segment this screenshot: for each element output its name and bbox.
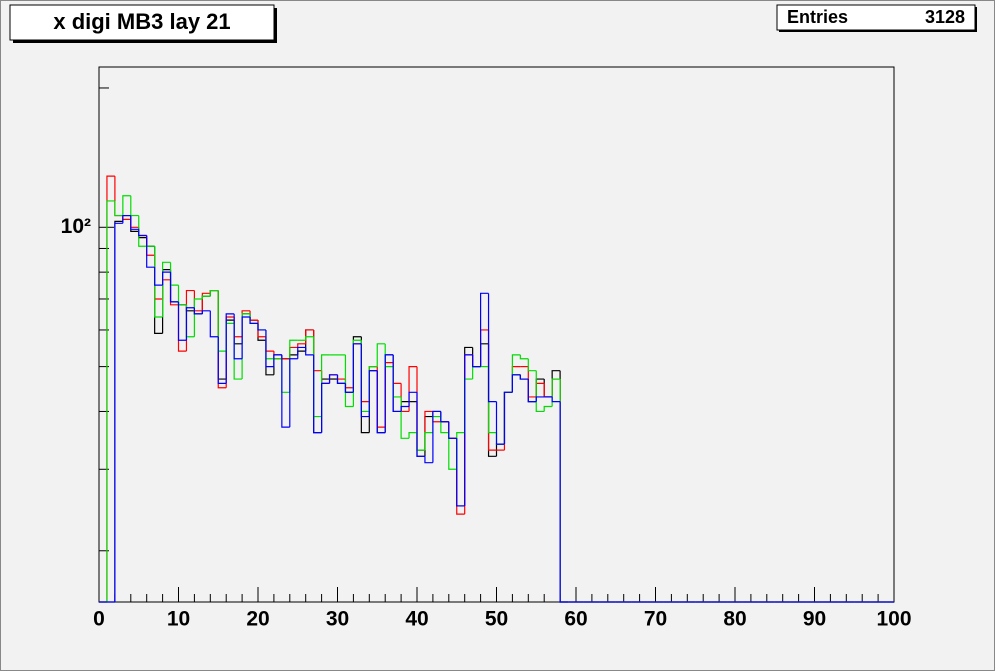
x-tick-label: 0 xyxy=(93,608,105,631)
histogram-bin xyxy=(368,370,378,417)
histogram-bin xyxy=(376,370,386,434)
histogram-bin xyxy=(416,392,425,457)
histogram-bin xyxy=(440,411,449,423)
histogram-bin xyxy=(448,421,457,439)
histogram-bin xyxy=(122,195,131,216)
histogram-bin xyxy=(384,354,394,433)
histogram-bin xyxy=(535,396,545,402)
histogram-bin xyxy=(376,343,386,367)
histogram-bin xyxy=(336,374,346,384)
histogram-bin xyxy=(535,370,545,413)
histogram-bin xyxy=(185,307,195,341)
histogram-bin xyxy=(289,358,298,428)
x-tick-label: 50 xyxy=(485,608,508,631)
histogram-bin xyxy=(249,316,258,324)
histogram-bin xyxy=(106,200,115,602)
stats-box xyxy=(776,4,976,31)
histogram-bin xyxy=(480,292,489,367)
histogram-bin xyxy=(146,235,155,268)
x-tick-label: 10 xyxy=(167,608,190,631)
histogram-bin xyxy=(209,310,219,338)
histogram-bin xyxy=(265,329,274,368)
histogram-bin xyxy=(201,310,211,314)
histogram-bin xyxy=(154,267,163,286)
histogram-bin xyxy=(344,383,354,393)
x-tick-label: 80 xyxy=(723,608,746,631)
histogram-bin xyxy=(321,382,330,433)
histogram-bin xyxy=(281,354,290,428)
x-tick-label: 30 xyxy=(326,608,349,631)
histogram-bin xyxy=(162,271,171,286)
histogram-bin xyxy=(487,293,497,403)
histogram-bin xyxy=(424,432,433,451)
x-tick-label: 20 xyxy=(246,608,269,631)
histogram-bin xyxy=(201,295,211,299)
histogram-bin xyxy=(177,301,187,341)
x-tick-label: 70 xyxy=(644,608,667,631)
stats-label: Entries xyxy=(787,7,848,27)
histogram-bin xyxy=(519,354,529,360)
histogram-bin xyxy=(297,343,306,348)
histogram-bin xyxy=(519,374,529,380)
histogram-bin xyxy=(559,401,569,603)
histogram-bin xyxy=(392,354,402,413)
histogram-bin xyxy=(305,336,314,341)
histogram-bin xyxy=(313,354,322,434)
histogram-bin xyxy=(424,456,433,464)
histogram-bin xyxy=(305,347,314,356)
histogram-bin xyxy=(209,289,219,297)
histogram-bin xyxy=(114,222,123,602)
histogram-bin xyxy=(464,354,473,506)
histogram-bin xyxy=(130,215,139,230)
histogram-bin xyxy=(456,438,465,507)
histogram-bin xyxy=(138,229,147,237)
histogram-bin xyxy=(472,354,481,368)
histogram-bin xyxy=(217,336,227,384)
x-tick-label: 90 xyxy=(803,608,826,631)
histogram-bin xyxy=(122,214,131,224)
histogram-bin xyxy=(543,405,553,412)
histogram-bin xyxy=(297,346,306,359)
x-tick-label: 60 xyxy=(564,608,587,631)
histogram-bin xyxy=(352,343,362,393)
histogram-bin xyxy=(257,323,266,331)
histogram-bin xyxy=(400,405,410,412)
histogram-bin xyxy=(527,358,537,372)
x-tick-label: 100 xyxy=(876,608,911,631)
histogram-bin xyxy=(225,313,235,384)
histogram-bin xyxy=(201,292,211,311)
histogram-bin xyxy=(495,401,505,445)
histogram-bin xyxy=(432,410,441,463)
histogram-bin xyxy=(408,391,417,407)
histogram-bin xyxy=(408,432,417,439)
stats-value: 3128 xyxy=(925,7,965,27)
histogram-bin xyxy=(241,316,251,359)
histogram-bin xyxy=(193,298,203,337)
histogram-bin xyxy=(527,379,537,403)
histogram-bin xyxy=(360,343,370,418)
title-box xyxy=(9,4,275,41)
histogram-bin xyxy=(503,391,513,445)
histogram-bin xyxy=(551,396,561,403)
histogram-bin xyxy=(328,374,338,384)
histogram-bin xyxy=(511,374,521,393)
histogram-bin xyxy=(169,272,179,303)
plot-frame xyxy=(98,66,895,603)
histogram-bin xyxy=(448,432,457,470)
histogram-bin xyxy=(162,261,171,317)
histogram-bin xyxy=(344,354,354,408)
chart-title: x digi MB3 lay 21 xyxy=(53,9,230,34)
histogram-bin xyxy=(138,215,147,247)
histogram-bin xyxy=(193,307,203,315)
histogram-bin xyxy=(273,354,282,367)
y-tick-label: 10² xyxy=(61,215,91,238)
histogram-bin xyxy=(233,313,243,360)
x-tick-label: 40 xyxy=(405,608,428,631)
histogram-bin xyxy=(114,200,123,217)
